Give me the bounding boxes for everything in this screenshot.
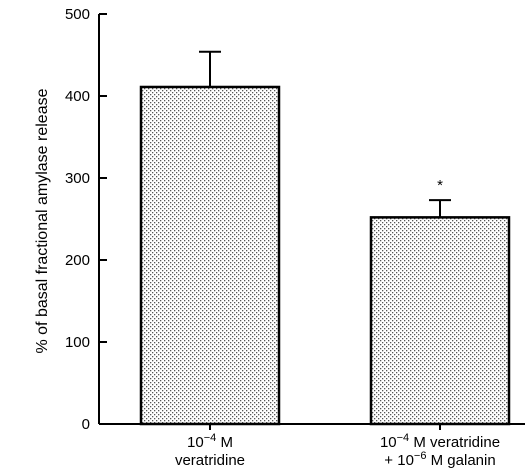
bar [369, 216, 511, 426]
y-axis-label: % of basal fractional amylase release [34, 88, 51, 353]
category-label-line1: 10−4 M [187, 432, 233, 451]
category-label-text: + 10 [384, 452, 414, 469]
y-tick-label: 200 [65, 252, 90, 269]
category-label-text: 10 [187, 434, 204, 451]
category-label-text: 10 [380, 434, 397, 451]
category-label-text: veratridine [175, 452, 245, 469]
bars [139, 50, 511, 426]
significance-marker: * [437, 177, 443, 194]
category-label-exponent: −6 [414, 450, 427, 462]
y-tick-label: 500 [65, 6, 90, 23]
category-label-line1: 10−4 M veratridine [380, 432, 500, 451]
y-tick-label: 0 [82, 416, 90, 433]
y-tick-label: 400 [65, 88, 90, 105]
category-label-text: M galanin [426, 452, 495, 469]
y-tick-label: 300 [65, 170, 90, 187]
bar [139, 85, 281, 426]
category-label-text: M veratridine [409, 434, 500, 451]
labels: 0 100 200 300 400 500 % of basal fractional am… [34, 6, 500, 469]
category-label-exponent: −4 [397, 432, 410, 444]
category-label-text: M [216, 434, 233, 451]
y-tick-label: 100 [65, 334, 90, 351]
category-label-line2: veratridine [175, 452, 245, 469]
category-label-line2: + 10−6 M galanin [384, 450, 495, 469]
category-label-exponent: −4 [204, 432, 217, 444]
